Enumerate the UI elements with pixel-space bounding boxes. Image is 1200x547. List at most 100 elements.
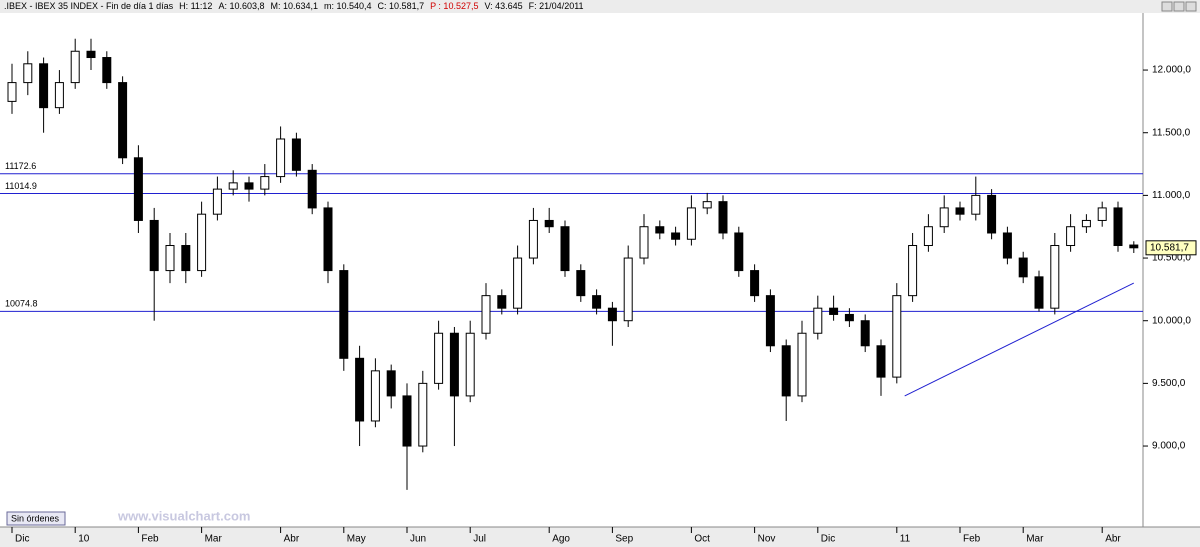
header-text: .IBEX - IBEX 35 INDEX - Fin de día 1 día…: [4, 1, 584, 11]
candle-body: [797, 332, 807, 397]
candle-body: [228, 182, 238, 190]
x-tick-label: Sep: [615, 534, 633, 545]
candle-body: [370, 370, 380, 422]
horizontal-line-label: 10074.8: [5, 299, 38, 309]
x-tick-label: Nov: [758, 534, 776, 545]
y-tick-label: 10.000,0: [1152, 315, 1191, 326]
trendline: [904, 282, 1135, 397]
x-tick-label: Ago: [552, 534, 570, 545]
candle-body: [923, 226, 933, 247]
x-tick-label: Abr: [284, 534, 300, 545]
candle-body: [386, 370, 396, 397]
candle-body: [876, 345, 886, 378]
candle-body: [781, 345, 791, 397]
candle-body: [607, 307, 617, 322]
last-price-box: [1145, 240, 1197, 256]
header-field: A: 10.603,8: [218, 1, 264, 11]
candle-body: [829, 307, 839, 315]
x-tick-label: Jun: [410, 534, 426, 545]
header-field: P : 10.527,5: [430, 1, 478, 11]
y-tick-label: 10.500,0: [1152, 253, 1191, 264]
candle-body: [212, 188, 222, 215]
last-price-label: 10.581,7: [1150, 242, 1189, 253]
header-field: V: 43.645: [484, 1, 522, 11]
candle-body: [813, 307, 823, 334]
candle-body: [291, 138, 301, 171]
header-field: M: 10.634,1: [270, 1, 318, 11]
header-field: C: 10.581,7: [378, 1, 425, 11]
candle-body: [449, 332, 459, 397]
candle-body: [1002, 232, 1012, 259]
candle-body: [955, 207, 965, 215]
candle-body: [434, 332, 444, 384]
y-tick-label: 12.000,0: [1152, 65, 1191, 76]
x-tick-label: Dic: [15, 534, 29, 545]
candle-body: [181, 245, 191, 272]
candle-body: [165, 245, 175, 272]
candle-body: [1097, 207, 1107, 221]
candle-body: [1034, 276, 1044, 309]
candle-body: [276, 138, 286, 178]
y-tick-label: 11.000,0: [1152, 190, 1191, 201]
candle-body: [481, 295, 491, 334]
candle-body: [939, 207, 949, 228]
x-tick-label: 10: [78, 534, 90, 545]
candle-body: [750, 270, 760, 297]
candle-body: [197, 213, 207, 272]
candle-body: [323, 207, 333, 272]
candle-body: [560, 226, 570, 272]
candle-body: [765, 295, 775, 347]
candle-body: [671, 232, 681, 240]
candle-body: [544, 219, 554, 228]
candle-body: [639, 226, 649, 259]
candle-body: [987, 194, 997, 234]
candle-body: [402, 395, 412, 447]
candle-body: [844, 313, 854, 322]
candle-body: [339, 270, 349, 359]
candle-body: [39, 63, 49, 109]
candle-body: [592, 295, 602, 309]
candle-body: [1066, 226, 1076, 247]
x-tick-label: Jul: [473, 534, 486, 545]
candle-body: [860, 320, 870, 347]
y-tick-label: 11.500,0: [1152, 127, 1191, 138]
orders-button-label[interactable]: Sin órdenes: [11, 513, 60, 523]
candle-body: [497, 295, 507, 309]
candle-body: [244, 182, 254, 190]
candle-body: [1129, 244, 1139, 249]
y-tick-label: 9.500,0: [1152, 378, 1186, 389]
candle-body: [102, 57, 112, 84]
candle-body: [70, 50, 80, 84]
candle-body: [149, 219, 159, 272]
orders-button[interactable]: [6, 511, 66, 526]
candle-body: [23, 63, 33, 84]
candle-body: [892, 295, 902, 378]
candle-body: [418, 382, 428, 447]
candle-body: [528, 219, 538, 259]
x-tick-label: 11: [900, 534, 911, 545]
candle-body: [734, 232, 744, 272]
horizontal-line-label: 11172.6: [5, 161, 36, 171]
header-bar: [0, 0, 1200, 13]
x-tick-label: Mar: [1026, 534, 1044, 545]
candle-body: [686, 207, 696, 240]
window-button[interactable]: [1173, 1, 1185, 12]
window-button[interactable]: [1185, 1, 1197, 12]
candle-body: [908, 245, 918, 297]
x-tick-label: May: [347, 534, 366, 545]
candle-body: [1113, 207, 1123, 247]
candle-body: [7, 82, 17, 102]
candle-body: [623, 257, 633, 322]
candle-body: [118, 82, 128, 159]
candle-body: [86, 50, 96, 59]
candle-body: [655, 226, 665, 234]
candle-body: [702, 201, 712, 209]
candle-body: [307, 169, 317, 209]
header-symbol: .IBEX - IBEX 35 INDEX - Fin de día 1 día…: [4, 1, 174, 11]
header-field: m: 10.540,4: [324, 1, 372, 11]
window-button[interactable]: [1161, 1, 1173, 12]
y-tick-label: 9.000,0: [1152, 441, 1186, 452]
candle-body: [718, 201, 728, 234]
